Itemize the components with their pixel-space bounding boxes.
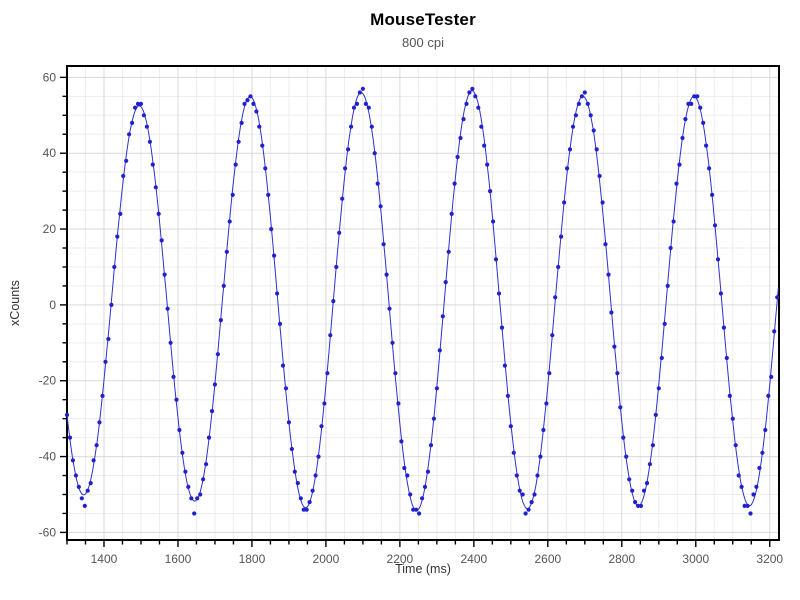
plot-border [66,65,780,541]
x-tick-label: 1600 [165,552,192,566]
y-tick-label: 0 [49,298,56,312]
y-axis-label: xCounts [8,280,22,326]
x-tick-label: 2800 [608,552,635,566]
x-tick-labels: 1400 1600 1800 2000 2200 2400 2600 2800 3000 3200 [91,552,784,566]
chart-title: MouseTester [370,10,476,29]
x-tick-label: 1400 [91,552,118,566]
grid-major [67,66,779,540]
y-tick-labels: -60 -40 -20 0 20 40 60 [39,70,57,539]
data-points [64,86,780,516]
y-tick-label: 20 [43,222,57,236]
grid-minor [67,66,779,540]
x-tick-label: 2400 [461,552,488,566]
x-tick-label: 3200 [756,552,783,566]
chart-subtitle: 800 cpi [402,35,444,50]
x-tick-label: 3000 [682,552,709,566]
y-tick-label: -20 [39,374,57,388]
x-tick-label: 1800 [239,552,266,566]
y-tick-label: 60 [43,70,57,84]
y-tick-label: -60 [39,525,57,539]
y-tick-label: -40 [39,450,57,464]
x-axis-label: Time (ms) [395,562,451,576]
x-tick-label: 2600 [534,552,561,566]
x-tick-label: 2000 [313,552,340,566]
y-tick-label: 40 [43,146,57,160]
axis-ticks [60,76,771,547]
x-tick-label: 2200 [387,552,414,566]
